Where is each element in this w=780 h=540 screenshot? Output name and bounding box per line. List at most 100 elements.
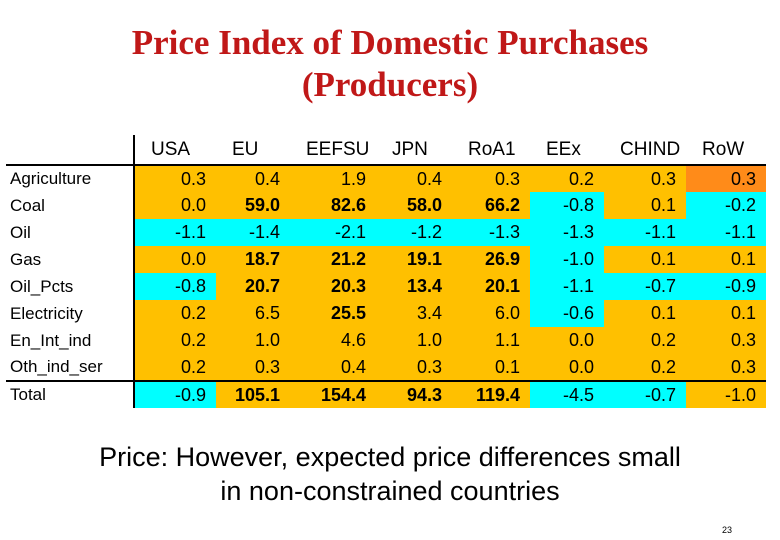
- total-row: Total -0.9 105.1 154.4 94.3 119.4 -4.5 -0.7 -1.0: [6, 380, 766, 408]
- table-row: Coal 0.0 59.0 82.6 58.0 66.2 -0.8 0.1 -0.2: [6, 192, 766, 219]
- value-cell: -0.7: [604, 380, 686, 408]
- value-cell: 0.1: [604, 300, 686, 327]
- value-cell: 0.3: [452, 165, 530, 192]
- value-cell: 26.9: [452, 246, 530, 273]
- value-cell: 0.1: [686, 246, 766, 273]
- row-label: Electricity: [6, 300, 135, 327]
- value-cell: 119.4: [452, 380, 530, 408]
- row-label: En_Int_ind: [6, 327, 135, 354]
- value-cell: -0.8: [134, 273, 216, 300]
- value-cell: -1.3: [530, 219, 604, 246]
- row-label: Oil_Pcts: [6, 273, 135, 300]
- value-cell: 6.0: [452, 300, 530, 327]
- caption-line-1: Price: However, expected price differenc…: [99, 442, 681, 472]
- value-cell: 0.4: [216, 165, 290, 192]
- column-header: EU: [216, 135, 290, 166]
- value-cell: -1.1: [604, 219, 686, 246]
- column-header: CHIND: [604, 135, 686, 166]
- value-cell: -1.0: [530, 246, 604, 273]
- page-number: 23: [722, 525, 733, 535]
- value-cell: 3.4: [376, 300, 452, 327]
- value-cell: 0.1: [604, 192, 686, 219]
- table-body: Agriculture 0.3 0.4 1.9 0.4 0.3 0.2 0.3 0.3 Coal 0…: [6, 165, 766, 408]
- table-row: Electricity 0.2 6.5 25.5 3.4 6.0 -0.6 0.1 0.1: [6, 300, 766, 327]
- value-cell: 20.3: [290, 273, 376, 300]
- table-row: En_Int_ind 0.2 1.0 4.6 1.0 1.1 0.0 0.2 0.3: [6, 327, 766, 354]
- row-label: Gas: [6, 246, 135, 273]
- value-cell: 0.2: [134, 354, 216, 381]
- value-cell: -1.1: [686, 219, 766, 246]
- title-line-2: (Producers): [301, 65, 479, 104]
- row-label: Oil: [6, 219, 135, 246]
- column-header: RoA1: [452, 135, 530, 166]
- caption-line-2: in non-constrained countries: [220, 476, 560, 506]
- value-cell: 0.0: [530, 354, 604, 381]
- value-cell: 20.1: [452, 273, 530, 300]
- value-cell: 0.4: [290, 354, 376, 381]
- table-row: Oth_ind_ser 0.2 0.3 0.4 0.3 0.1 0.0 0.2 0.3: [6, 354, 766, 381]
- value-cell: 21.2: [290, 246, 376, 273]
- value-cell: 58.0: [376, 192, 452, 219]
- value-cell: 20.7: [216, 273, 290, 300]
- value-cell: 1.1: [452, 327, 530, 354]
- value-cell: -1.0: [686, 380, 766, 408]
- value-cell: 0.1: [686, 300, 766, 327]
- column-header: EEx: [530, 135, 604, 166]
- table-row: Oil_Pcts -0.8 20.7 20.3 13.4 20.1 -1.1 -0.7 -0.9: [6, 273, 766, 300]
- slide-title: Price Index of Domestic Purchases (Produ…: [0, 22, 780, 106]
- value-cell: 0.3: [134, 165, 216, 192]
- value-cell: 1.0: [216, 327, 290, 354]
- value-cell: 0.3: [216, 354, 290, 381]
- value-cell: 82.6: [290, 192, 376, 219]
- value-cell: 0.3: [604, 165, 686, 192]
- value-cell: -1.4: [216, 219, 290, 246]
- value-cell: 0.3: [686, 354, 766, 381]
- column-header: EEFSU: [290, 135, 376, 166]
- value-cell: -0.8: [530, 192, 604, 219]
- value-cell: 0.0: [530, 327, 604, 354]
- row-label: Total: [6, 380, 135, 408]
- value-cell: -0.6: [530, 300, 604, 327]
- value-cell: -0.2: [686, 192, 766, 219]
- value-cell: 19.1: [376, 246, 452, 273]
- value-cell: 18.7: [216, 246, 290, 273]
- value-cell: -1.3: [452, 219, 530, 246]
- value-cell: -1.2: [376, 219, 452, 246]
- row-label: Coal: [6, 192, 135, 219]
- column-header: USA: [134, 135, 216, 166]
- value-cell: -1.1: [530, 273, 604, 300]
- value-cell: -2.1: [290, 219, 376, 246]
- value-cell: -0.9: [686, 273, 766, 300]
- value-cell: 0.0: [134, 246, 216, 273]
- value-cell: 25.5: [290, 300, 376, 327]
- value-cell: 0.1: [604, 246, 686, 273]
- title-line-1: Price Index of Domestic Purchases: [131, 23, 649, 62]
- column-header: RoW: [686, 135, 766, 166]
- value-cell: 1.9: [290, 165, 376, 192]
- value-cell: -4.5: [530, 380, 604, 408]
- slide-caption: Price: However, expected price differenc…: [0, 440, 780, 508]
- price-index-table: USA EU EEFSU JPN RoA1 EEx CHIND RoW Agri…: [6, 135, 766, 408]
- column-header: JPN: [376, 135, 452, 166]
- value-cell: 0.3: [686, 327, 766, 354]
- value-cell: 0.2: [134, 327, 216, 354]
- value-cell: 59.0: [216, 192, 290, 219]
- value-cell: 66.2: [452, 192, 530, 219]
- value-cell: 154.4: [290, 380, 376, 408]
- value-cell: 0.2: [604, 327, 686, 354]
- value-cell: 6.5: [216, 300, 290, 327]
- value-cell: 0.2: [604, 354, 686, 381]
- value-cell: 0.3: [686, 165, 766, 192]
- value-cell: 0.2: [134, 300, 216, 327]
- value-cell: -0.9: [134, 380, 216, 408]
- value-cell: 0.2: [530, 165, 604, 192]
- value-cell: -0.7: [604, 273, 686, 300]
- value-cell: -1.1: [134, 219, 216, 246]
- value-cell: 0.1: [452, 354, 530, 381]
- table-row: Agriculture 0.3 0.4 1.9 0.4 0.3 0.2 0.3 0.3: [6, 165, 766, 192]
- value-cell: 94.3: [376, 380, 452, 408]
- header-row: USA EU EEFSU JPN RoA1 EEx CHIND RoW: [6, 135, 766, 166]
- value-cell: 1.0: [376, 327, 452, 354]
- table-row: Oil -1.1 -1.4 -2.1 -1.2 -1.3 -1.3 -1.1 -1.1: [6, 219, 766, 246]
- value-cell: 0.0: [134, 192, 216, 219]
